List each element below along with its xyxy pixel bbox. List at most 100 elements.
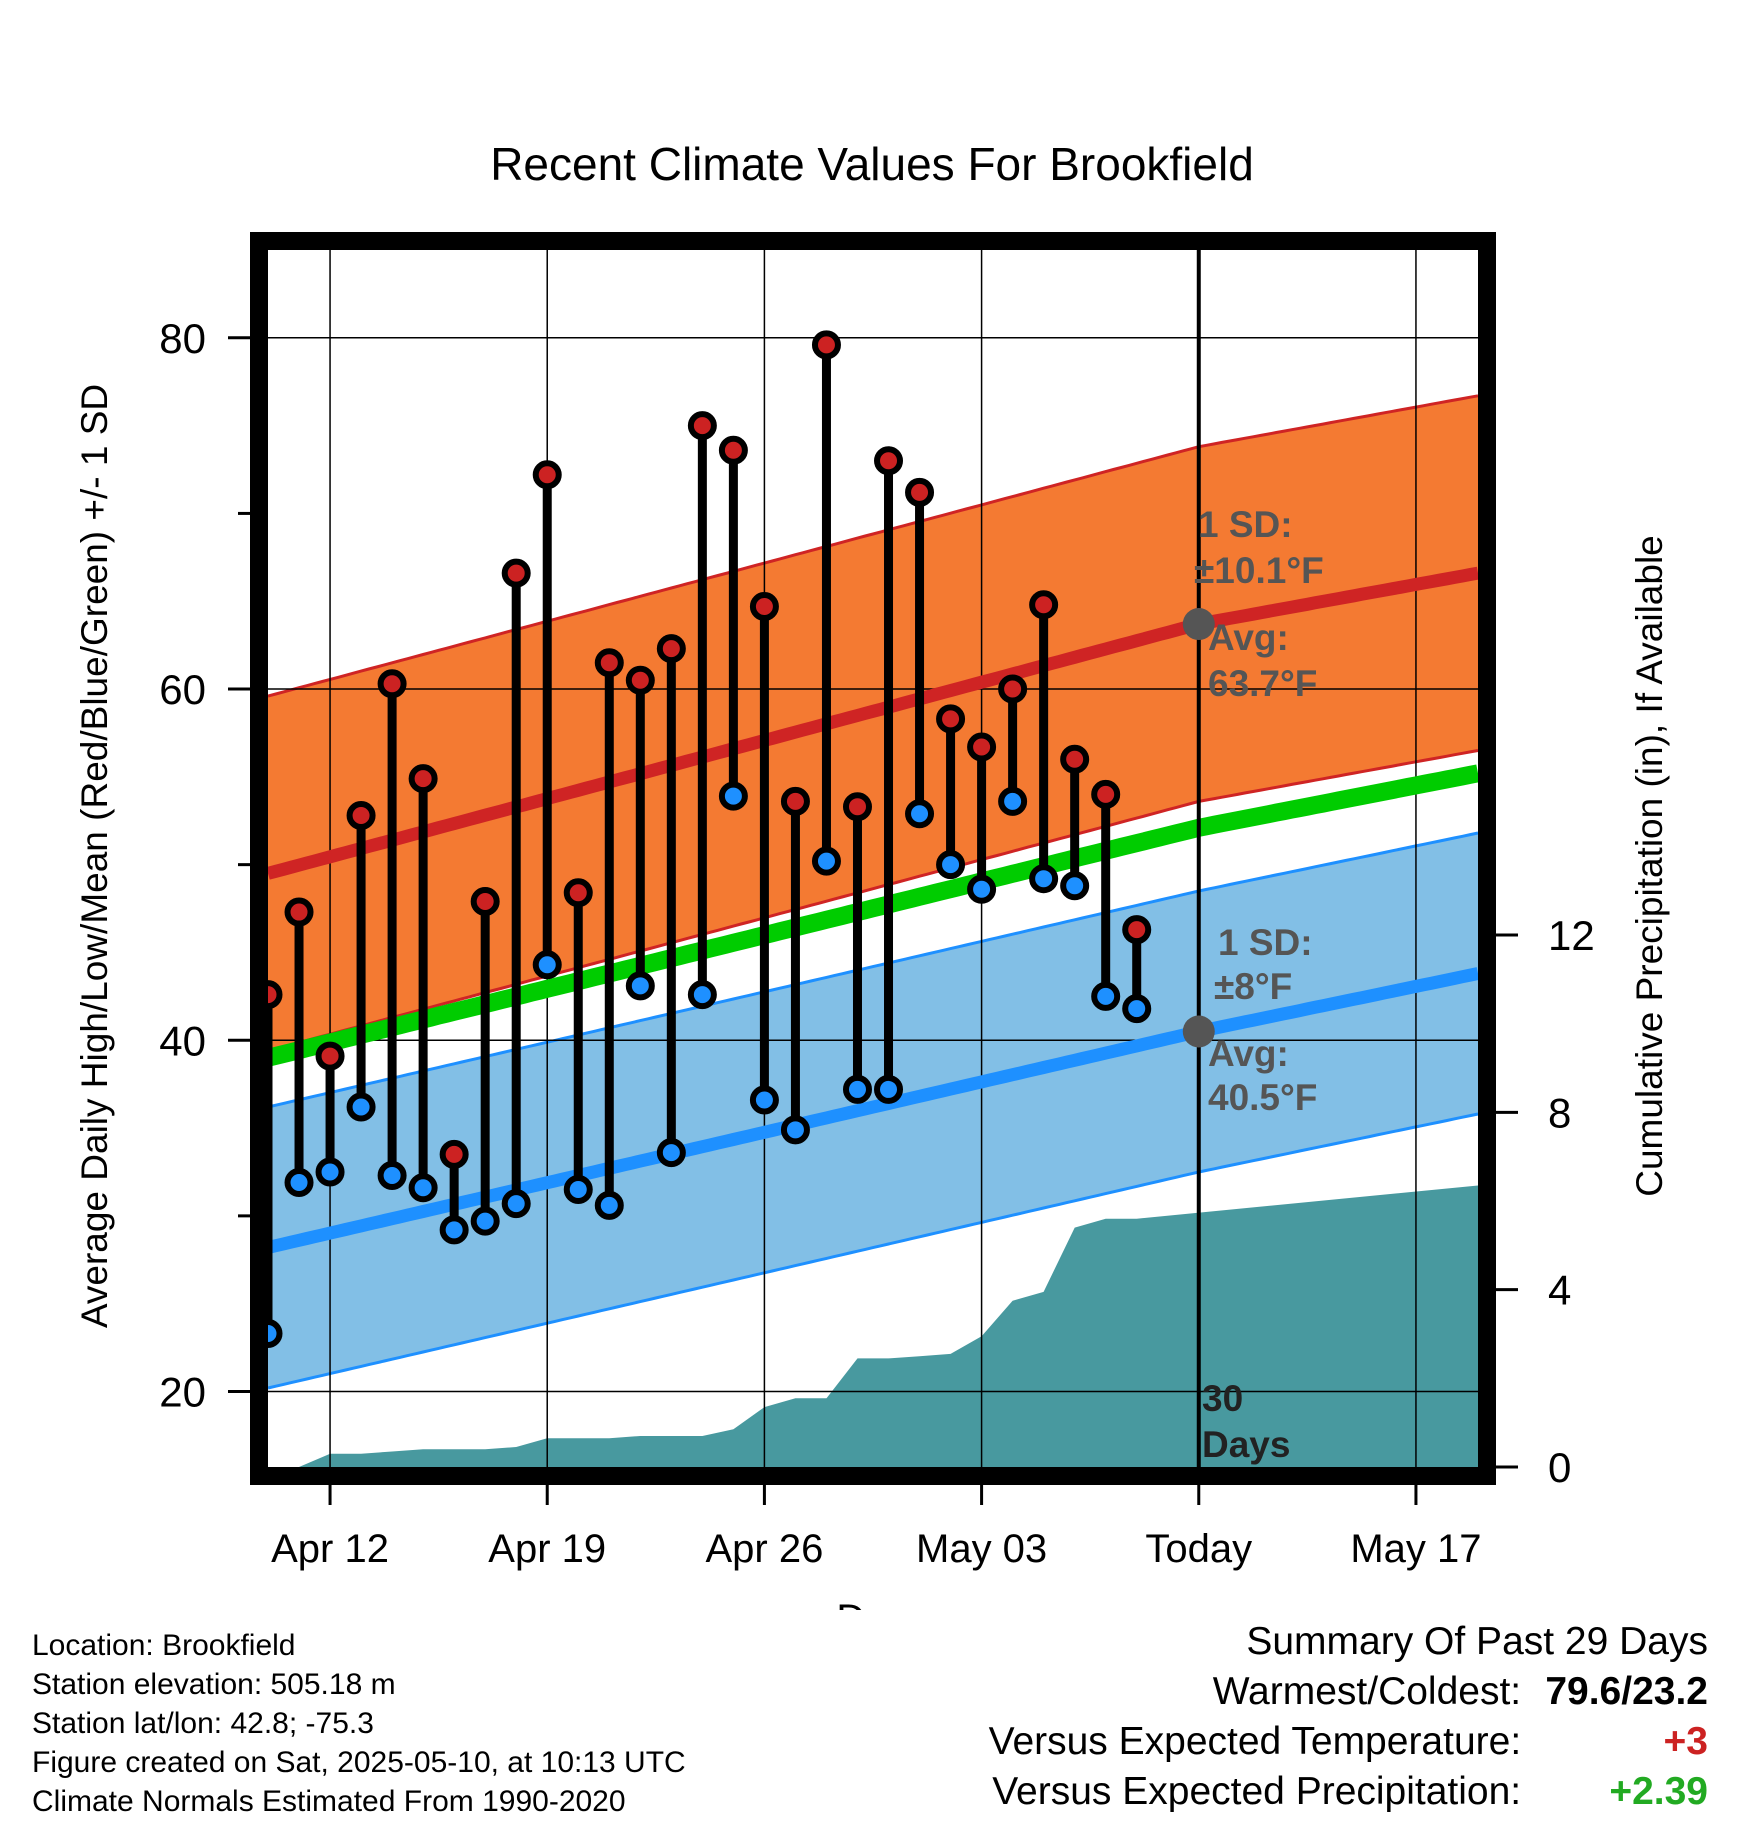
y-tick-label: 60 (159, 666, 206, 713)
daily-high-point (1060, 744, 1090, 774)
daily-high-point (874, 446, 904, 476)
window-days-number: 30 (1202, 1378, 1243, 1419)
x-tick-label: May 03 (916, 1527, 1047, 1571)
daily-high-point (346, 800, 376, 830)
daily-high-point (1091, 779, 1121, 809)
high-sd-value: ±10.1°F (1194, 550, 1324, 591)
daily-low-point (1091, 981, 1121, 1011)
summary-precip: Versus Expected Precipitation: +2.39 (989, 1767, 1708, 1817)
x-axis-label: Day (836, 1597, 907, 1610)
daily-low-point (811, 846, 841, 876)
low-sd-label: 1 SD: (1218, 922, 1313, 963)
y-tick-label: 20 (159, 1368, 206, 1415)
normal-low-line (266, 967, 1480, 1254)
daily-low-point (563, 1175, 593, 1205)
daily-low-point (315, 1157, 345, 1187)
normal-mean-line (265, 764, 1480, 1067)
normals-text: Climate Normals Estimated From 1990-2020 (32, 1785, 626, 1818)
precip-value: +2.39 (1609, 1770, 1708, 1813)
daily-low-point (656, 1138, 686, 1168)
climate-chart: Recent Climate Values For Brookfield Day… (74, 138, 1670, 1610)
daily-high-point (501, 558, 531, 588)
precip-tick-label: 4 (1548, 1267, 1571, 1314)
daily-low-point (936, 850, 966, 880)
daily-high-point (656, 634, 686, 664)
x-tick-label: Apr 12 (271, 1527, 389, 1571)
warm-cold-label: Warmest/Coldest: (1212, 1670, 1522, 1713)
daily-high-point (284, 897, 314, 927)
daily-low-point (905, 799, 935, 829)
daily-high-point (905, 477, 935, 507)
today-normal-low-marker (1182, 1015, 1215, 1048)
daily-high-point (439, 1139, 469, 1169)
daily-high-point (563, 878, 593, 908)
daily-high-point (936, 704, 966, 734)
summary-title: Summary Of Past 29 Days (1246, 1620, 1708, 1663)
daily-high-point (749, 591, 779, 621)
daily-low-point (1122, 994, 1152, 1024)
daily-high-point (998, 674, 1028, 704)
created-text: Figure created on Sat, 2025-05-10, at 10… (32, 1746, 686, 1779)
precip-area (299, 1185, 1478, 1467)
station-info: Location: Brookfield Station elevation: … (32, 1626, 686, 1821)
daily-low-point (1060, 871, 1090, 901)
x-tick-label: Apr 26 (705, 1527, 823, 1571)
window-days-unit: Days (1202, 1424, 1290, 1465)
daily-low-point (842, 1074, 872, 1104)
summary-warm-cold: Warmest/Coldest: 79.6/23.2 (989, 1667, 1708, 1717)
daily-low-point (749, 1085, 779, 1115)
daily-low-point (408, 1173, 438, 1203)
x-tick-label: Today (1145, 1527, 1252, 1571)
daily-high-point (1029, 590, 1059, 620)
daily-high-point (967, 732, 997, 762)
low-avg-value: 40.5°F (1208, 1077, 1317, 1118)
summary-panel: Summary Of Past 29 Days Warmest/Coldest:… (989, 1617, 1708, 1817)
high-sd-label: 1 SD: (1198, 504, 1293, 545)
summary-temp: Versus Expected Temperature: +3 (989, 1717, 1708, 1767)
precip-label: Versus Expected Precipitation: (992, 1770, 1522, 1813)
low-band-lower-edge (267, 1112, 1479, 1390)
precip-tick-label: 8 (1548, 1089, 1571, 1136)
daily-high-point (780, 786, 810, 816)
precip-tick-label: 0 (1548, 1444, 1571, 1491)
daily-low-point (718, 781, 748, 811)
daily-low-point (967, 874, 997, 904)
daily-low-point (687, 980, 717, 1010)
temp-label: Versus Expected Temperature: (988, 1720, 1522, 1763)
daily-high-point (594, 648, 624, 678)
y-axis-label-right: Cumulative Precipitation (in), If Availa… (1629, 535, 1670, 1197)
daily-low-point (594, 1190, 624, 1220)
daily-low-point (874, 1074, 904, 1104)
plot-frame (250, 232, 1496, 1485)
daily-high-point (532, 460, 562, 490)
temp-value: +3 (1663, 1720, 1708, 1763)
daily-low-point (780, 1115, 810, 1145)
daily-low-point (284, 1168, 314, 1198)
daily-high-point (718, 435, 748, 465)
elevation-text: Station elevation: 505.18 m (32, 1668, 396, 1701)
daily-high-point (408, 764, 438, 794)
daily-low-point (346, 1092, 376, 1122)
normal-high-line (266, 566, 1480, 880)
high-avg-label: Avg: (1208, 617, 1289, 658)
x-tick-label: Apr 19 (488, 1527, 606, 1571)
x-tick-label: May 17 (1350, 1527, 1481, 1571)
y-tick-label: 80 (159, 315, 206, 362)
daily-low-point (377, 1160, 407, 1190)
daily-low-point (532, 950, 562, 980)
daily-low-point (501, 1189, 531, 1219)
high-band-lower-edge (267, 749, 1479, 1053)
daily-high-point (625, 665, 655, 695)
chart-title: Recent Climate Values For Brookfield (490, 138, 1254, 190)
daily-low-point (1029, 864, 1059, 894)
y-axis-label-left: Average Daily High/Low/Mean (Red/Blue/Gr… (74, 384, 115, 1328)
y-tick-label: 40 (159, 1017, 206, 1064)
daily-high-point (811, 330, 841, 360)
low-sd-value: ±8°F (1214, 966, 1292, 1007)
precip-tick-label: 12 (1548, 912, 1595, 959)
latlon-text: Station lat/lon: 42.8; -75.3 (32, 1707, 374, 1740)
daily-high-point (842, 792, 872, 822)
high-avg-value: 63.7°F (1208, 663, 1317, 704)
daily-high-point (687, 411, 717, 441)
